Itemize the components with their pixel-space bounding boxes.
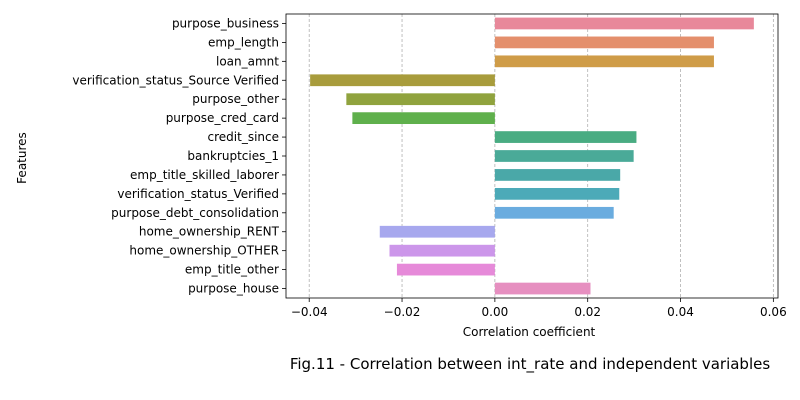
y-axis-title: Features xyxy=(15,132,29,184)
y-tick-label: loan_amnt xyxy=(216,54,279,68)
bar xyxy=(396,263,495,276)
plot-frame xyxy=(285,13,779,299)
x-tick-label: 0.00 xyxy=(482,305,509,319)
x-tick-labels: −0.04 −0.02 0.00 0.02 0.04 0.06 xyxy=(291,305,787,319)
x-tick-label: 0.06 xyxy=(760,305,787,319)
bar xyxy=(346,93,495,106)
y-tick-label: purpose_other xyxy=(192,92,279,106)
y-tick-label: home_ownership_OTHER xyxy=(129,244,279,258)
bar xyxy=(494,282,591,295)
x-tick-label: 0.04 xyxy=(667,305,694,319)
y-tick-label: purpose_business xyxy=(172,16,279,30)
y-tick-label: bankruptcies_1 xyxy=(187,149,279,163)
x-axis-title: Correlation coefficient xyxy=(463,325,596,339)
bar xyxy=(494,206,614,219)
bar xyxy=(494,55,714,68)
x-tick-label: −0.04 xyxy=(291,305,328,319)
bar xyxy=(494,17,754,30)
y-tick-label: purpose_house xyxy=(188,282,279,296)
y-tick-label: purpose_debt_consolidation xyxy=(111,206,279,220)
bar xyxy=(494,150,634,162)
bar xyxy=(310,74,495,87)
bars xyxy=(310,17,754,295)
bar xyxy=(494,187,620,200)
y-tick-label: emp_length xyxy=(208,35,279,49)
y-tick-label: emp_title_skilled_laborer xyxy=(130,168,279,182)
y-tick-label: purpose_cred_card xyxy=(166,111,279,125)
x-tick-label: −0.02 xyxy=(384,305,421,319)
axes xyxy=(282,13,779,302)
y-tick-label: home_ownership_RENT xyxy=(139,225,280,239)
bar xyxy=(494,169,621,181)
bar xyxy=(352,112,495,125)
figure-caption: Fig.11 - Correlation between int_rate an… xyxy=(289,355,771,373)
bar xyxy=(379,225,495,238)
x-tick-label: 0.02 xyxy=(574,305,601,319)
bar xyxy=(494,131,637,143)
bar xyxy=(494,36,714,49)
y-tick-label: emp_title_other xyxy=(185,263,279,277)
bar xyxy=(389,244,495,257)
y-tick-label: credit_since xyxy=(208,130,279,144)
y-tick-labels: purpose_business emp_length loan_amntverif… xyxy=(72,16,279,295)
y-tick-label: verification_status_Source Verified xyxy=(72,73,279,87)
y-tick-label: verification_status_Verified xyxy=(117,187,279,201)
